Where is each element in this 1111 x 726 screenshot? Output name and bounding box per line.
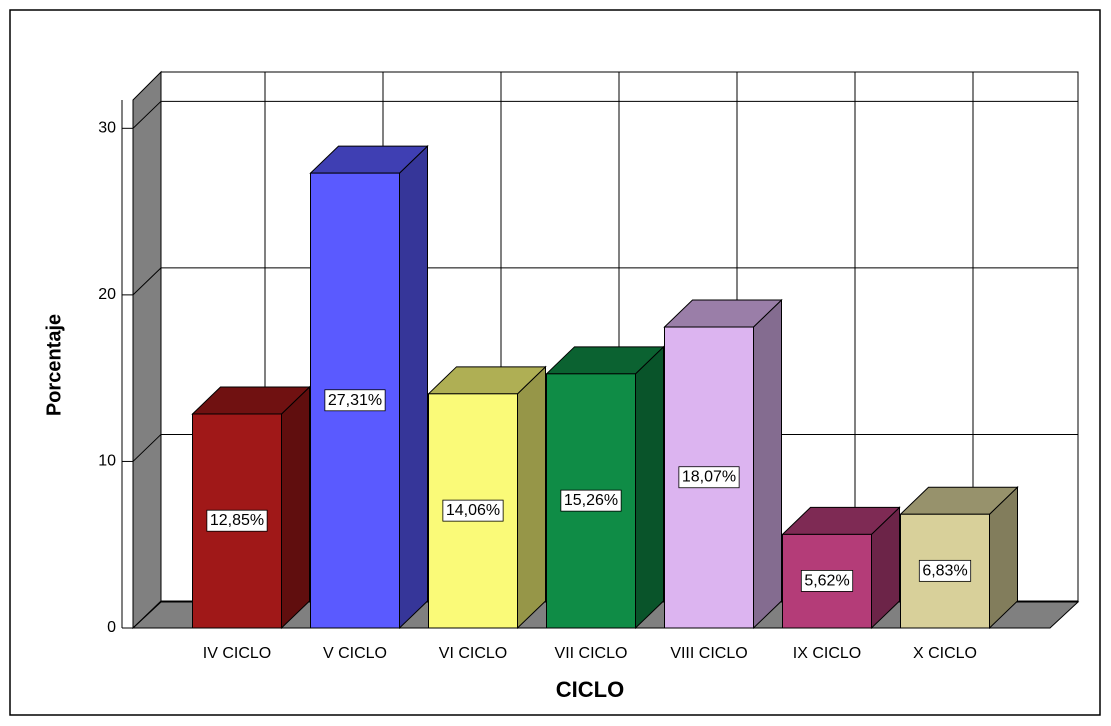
value-label: 18,07% [682,469,736,486]
value-label: 5,62% [804,572,849,589]
value-label: 15,26% [564,492,618,509]
y-tick-label: 0 [107,619,116,636]
value-label: 14,06% [446,502,500,519]
y-tick-label: 20 [98,286,116,303]
bar-side [753,298,782,630]
value-label: 27,31% [328,392,382,409]
x-tick-label: V CICLO [323,645,387,662]
bar-side [281,385,310,630]
value-label: 12,85% [210,512,264,529]
value-label-box [206,509,268,532]
x-tick-label: VII CICLO [555,645,628,662]
value-label-box [442,499,504,522]
value-label-box [560,489,622,512]
grid-line [132,600,162,629]
value-label-box [918,559,972,582]
value-label-box [800,570,854,592]
bar-side [517,365,546,630]
y-tick-label: 10 [98,453,116,470]
x-tick-label: VIII CICLO [670,645,747,662]
value-label: 6,83% [922,562,967,579]
x-tick-label: IX CICLO [793,645,861,662]
y-tick-label: 30 [98,120,116,137]
bar-side [399,144,428,630]
grid-line [132,434,162,462]
value-label-box [678,466,740,489]
y-axis-label: Porcentaje [43,314,65,416]
x-tick-label: IV CICLO [203,645,271,662]
grid-line [132,267,162,296]
grid-line [132,100,162,129]
value-label-box [324,389,386,412]
x-tick-label: VI CICLO [439,645,507,662]
bar-side [635,345,664,630]
left-wall [132,70,162,630]
x-axis-label: CICLO [556,677,624,702]
x-tick-label: X CICLO [913,645,977,662]
